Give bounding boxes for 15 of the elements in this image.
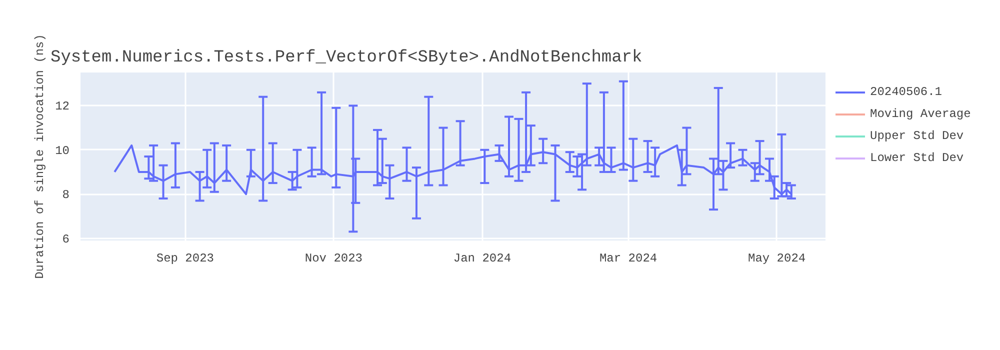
x-tick-label: Nov 2023 xyxy=(304,252,363,266)
x-tick-label: Jan 2024 xyxy=(453,252,512,266)
y-tick-label: 8 xyxy=(62,188,70,202)
legend-label: Lower Std Dev xyxy=(870,151,965,165)
y-tick-label: 10 xyxy=(55,144,70,158)
legend-label: Moving Average xyxy=(870,107,972,121)
legend-label: Upper Std Dev xyxy=(870,129,965,143)
chart-title: System.Numerics.Tests.Perf_VectorOf<SByte>.AndNotBenchmark xyxy=(50,48,642,68)
y-axis-title: Duration of single invocation (ns) xyxy=(33,34,48,279)
legend-label: 20240506.1 xyxy=(870,85,944,99)
x-tick-label: Sep 2023 xyxy=(156,252,214,266)
x-tick-label: Mar 2024 xyxy=(599,252,658,266)
y-tick-label: 12 xyxy=(55,100,70,114)
x-tick-label: May 2024 xyxy=(748,252,806,266)
y-tick-label: 6 xyxy=(62,232,70,246)
